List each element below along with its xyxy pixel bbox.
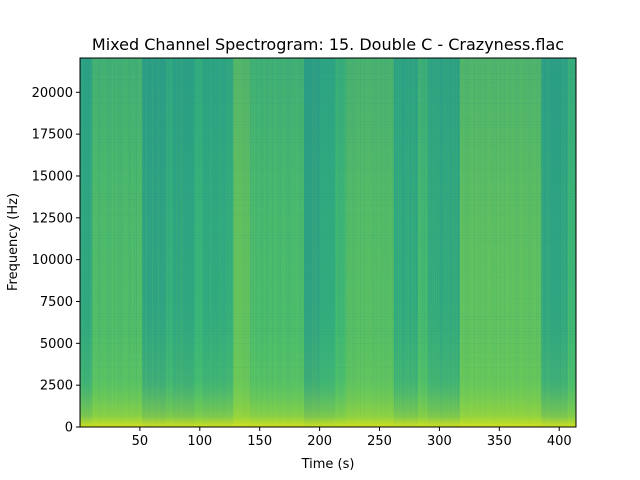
- y-tick-label: 12500: [32, 211, 73, 226]
- plot-frame: [79, 57, 577, 428]
- x-axis-label: Time (s): [301, 457, 355, 472]
- y-tick-label: 2500: [40, 379, 73, 394]
- x-tick-label: 50: [132, 434, 149, 449]
- x-tick-label: 100: [187, 434, 212, 449]
- y-tick-label: 17500: [32, 128, 73, 143]
- chart-title: Mixed Channel Spectrogram: 15. Double C …: [92, 35, 564, 54]
- y-tick-label: 0: [65, 421, 73, 436]
- y-tick-label: 5000: [40, 337, 73, 352]
- y-axis-ticks: 0 2500 5000 7500 10000 12500 15000 17500 20000: [32, 86, 80, 436]
- x-tick-label: 300: [427, 434, 452, 449]
- plot-area: [80, 58, 576, 427]
- low-frequency-glow: [80, 58, 576, 427]
- y-tick-label: 10000: [32, 253, 73, 268]
- x-tick-label: 400: [547, 434, 572, 449]
- y-tick-label: 7500: [40, 295, 73, 310]
- x-tick-label: 200: [307, 434, 332, 449]
- y-tick-label: 20000: [32, 86, 73, 101]
- x-tick-label: 350: [487, 434, 512, 449]
- y-tick-label: 15000: [32, 169, 73, 184]
- y-axis-label: Frequency (Hz): [6, 193, 21, 291]
- x-tick-label: 150: [247, 434, 272, 449]
- x-tick-label: 250: [367, 434, 392, 449]
- x-axis-ticks: 50 100 150 200 250 300 350 400: [132, 427, 572, 449]
